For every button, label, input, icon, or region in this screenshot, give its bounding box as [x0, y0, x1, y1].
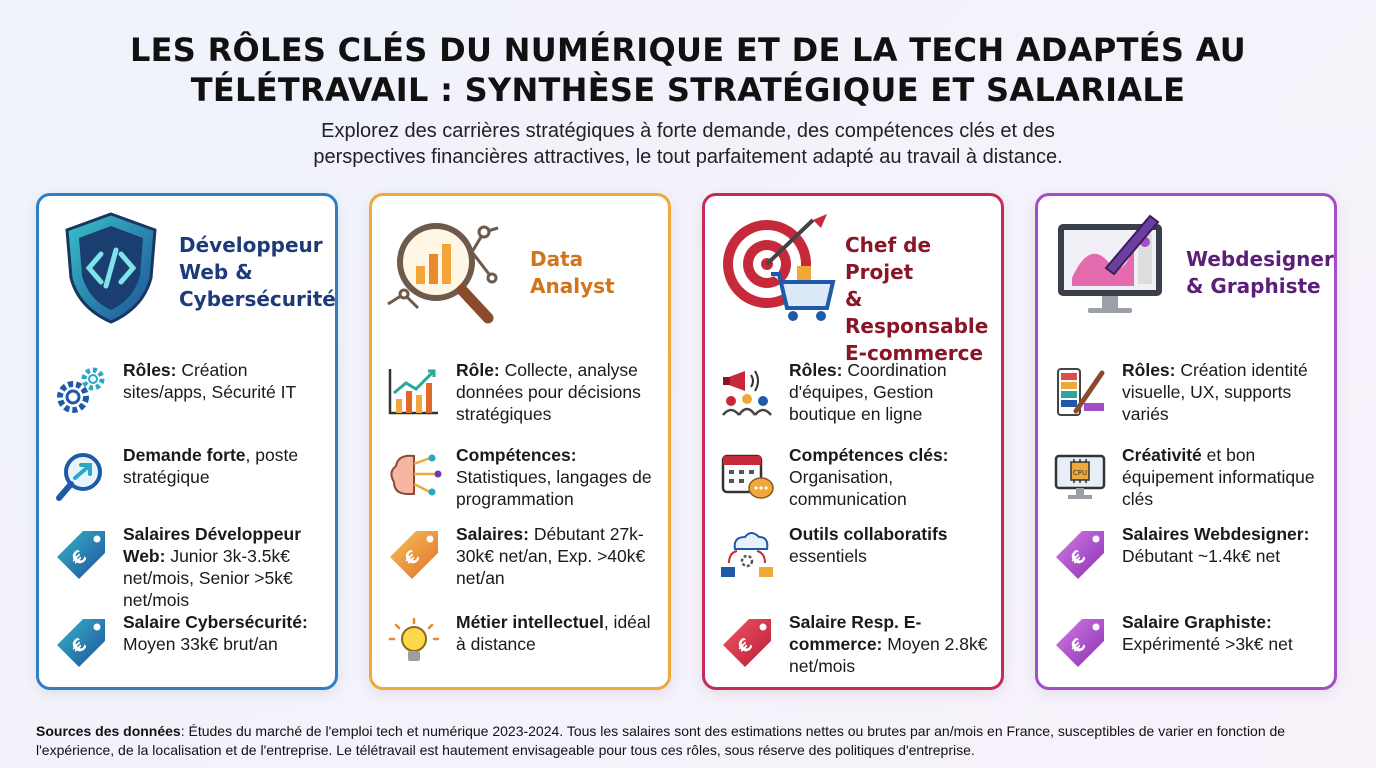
sources-footer: Sources des données: Études du marché de…	[36, 723, 1286, 758]
title-line-1: LES RÔLES CLÉS DU NUMÉRIQUE ET DE LA TEC…	[129, 31, 1247, 69]
list-item: Compétences: Statistiques, langages de p…	[386, 444, 664, 516]
magnifier-growth-icon	[56, 453, 102, 501]
shield-code-icon	[65, 212, 157, 324]
card-title: Webdesigner & Graphiste	[1186, 247, 1334, 298]
euro-tag-icon: €	[1056, 531, 1104, 579]
subtitle-line-2: perspectives financières attractives, le…	[313, 146, 1063, 168]
list-item: € Salaire Cybersécurité: Moyen 33k€ brut…	[53, 611, 331, 683]
euro-tag-icon: €	[57, 619, 105, 667]
list-item: € Salaires Webdesigner: Débutant ~1.4k€ …	[1052, 523, 1330, 595]
list-item: € Salaire Resp. E-commerce: Moyen 2.8k€ …	[719, 611, 997, 683]
svg-text:CPU: CPU	[1073, 469, 1087, 477]
list-item: Compétences clés: Organisation, communic…	[719, 444, 997, 516]
page-subtitle: Explorez des carrières stratégiques à fo…	[0, 118, 1376, 170]
brain-circuit-icon	[390, 454, 442, 496]
list-item: Rôle: Collecte, analyse données pour déc…	[386, 359, 664, 431]
list-item: € Salaire Graphiste: Expérimenté >3k€ ne…	[1052, 611, 1330, 683]
card-data-analyst: Data Analyst Rôle: Collecte, analyse don…	[369, 193, 671, 690]
euro-tag-icon: €	[1056, 619, 1104, 667]
bar-chart-icon	[388, 369, 438, 415]
card-title: Data Analyst	[530, 247, 615, 298]
card-webdesigner: Webdesigner & Graphiste Rôles: Création …	[1035, 193, 1337, 690]
title-line-2: TÉLÉTRAVAIL : SYNTHÈSE STRATÉGIQUE ET SA…	[190, 71, 1186, 109]
monitor-pen-icon	[1058, 214, 1162, 313]
calendar-chat-icon	[721, 454, 774, 499]
euro-tag-icon: €	[723, 619, 771, 667]
card-developpeur-web: Développeur Web & Cybersécurité Rôles: C…	[36, 193, 338, 690]
card-chef-de-projet: Chef de Projet & Responsable E-commerce …	[702, 193, 1004, 690]
list-item: Rôles: Coordination d'équipes, Gestion b…	[719, 359, 997, 431]
list-item: Métier intellectuel, idéal à distance	[386, 611, 664, 683]
target-cart-icon	[723, 214, 836, 321]
list-item: Demande forte, poste stratégique	[53, 444, 331, 516]
list-item: Rôles: Création sites/apps, Sécurité IT	[53, 359, 331, 431]
cloud-collab-icon	[721, 532, 773, 577]
list-item: Outils collaboratifs essentiels	[719, 523, 997, 595]
list-item: Rôles: Création identité visuelle, UX, s…	[1052, 359, 1330, 431]
subtitle-line-1: Explorez des carrières stratégiques à fo…	[321, 120, 1055, 142]
list-item: CPU Créativité et bon équipement informa…	[1052, 444, 1330, 516]
card-title: Chef de Projet & Responsable E-commerce	[845, 233, 989, 365]
gears-icon	[57, 367, 105, 413]
list-item: € Salaires Développeur Web: Junior 3k-3.…	[53, 523, 331, 610]
page-title: LES RÔLES CLÉS DU NUMÉRIQUE ET DE LA TEC…	[0, 30, 1376, 110]
list-item: € Salaires: Débutant 27k-30k€ net/an, Ex…	[386, 523, 664, 595]
megaphone-team-icon	[722, 370, 772, 416]
magnifier-chart-icon	[387, 223, 499, 324]
card-title: Développeur Web & Cybersécurité	[179, 233, 336, 311]
palette-brush-icon	[1057, 368, 1105, 416]
monitor-cpu-icon: CPU	[1054, 454, 1106, 499]
lightbulb-icon	[388, 617, 440, 661]
euro-tag-icon: €	[57, 531, 105, 579]
euro-tag-icon: €	[390, 531, 438, 579]
